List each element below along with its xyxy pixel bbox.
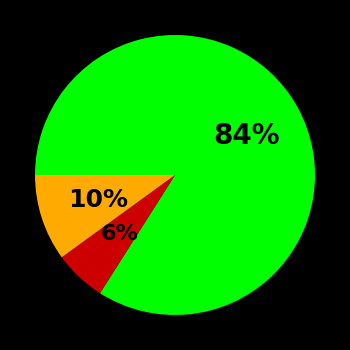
Text: 10%: 10% bbox=[68, 188, 128, 212]
Wedge shape bbox=[35, 35, 315, 315]
Text: 6%: 6% bbox=[100, 224, 138, 244]
Wedge shape bbox=[35, 175, 175, 257]
Text: 84%: 84% bbox=[213, 122, 279, 150]
Wedge shape bbox=[62, 175, 175, 293]
